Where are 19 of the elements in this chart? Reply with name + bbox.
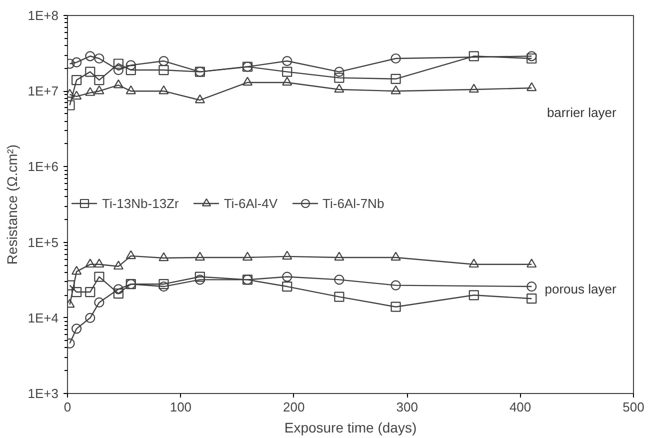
- y-tick-label: 1E+8: [28, 8, 59, 23]
- legend-label: Ti-6Al-7Nb: [322, 196, 384, 210]
- y-axis-title: Resistance (Ω.cm²): [4, 144, 20, 265]
- y-tick-label: 1E+3: [28, 386, 59, 401]
- y-tick-label: 1E+5: [28, 234, 59, 250]
- x-tick-label: 300: [396, 400, 418, 414]
- x-axis-title: Exposure time (days): [284, 420, 417, 436]
- y-tick-label: 1E+4: [28, 310, 59, 326]
- legend-label: Ti-6Al-4V: [224, 196, 278, 210]
- x-tick-label: 200: [283, 400, 305, 414]
- annotation: barrier layer: [546, 104, 617, 120]
- y-tick-label: 1E+6: [28, 159, 59, 174]
- annotation: porous layer: [544, 281, 617, 296]
- x-tick-label: 500: [622, 400, 644, 414]
- x-tick-label: 100: [170, 400, 192, 414]
- y-tick-label: 1E+7: [28, 84, 59, 99]
- x-tick-label: 0: [64, 400, 72, 414]
- x-tick-label: 400: [509, 400, 532, 414]
- legend-label: Ti-13Nb-13Zr: [102, 196, 179, 210]
